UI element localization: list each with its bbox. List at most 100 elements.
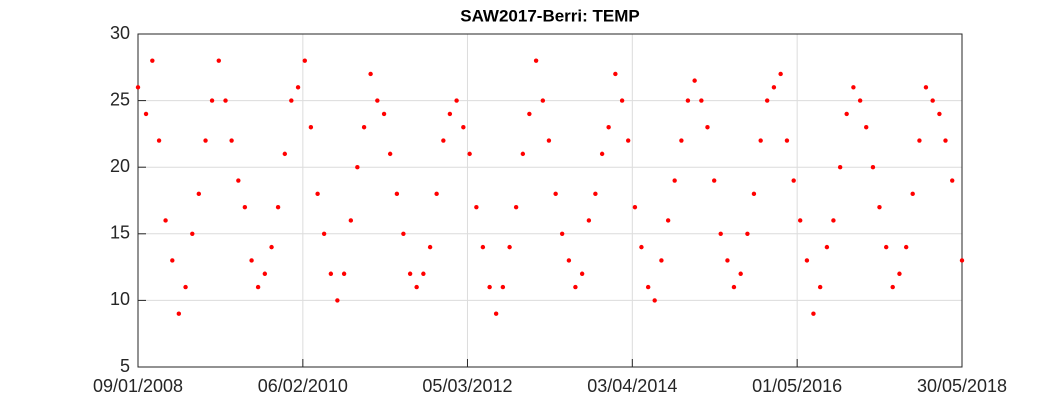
- data-point: [705, 125, 710, 130]
- data-point: [625, 138, 631, 143]
- data-point: [236, 178, 241, 183]
- x-tick-label: 05/03/2012: [422, 376, 512, 396]
- data-point: [877, 204, 882, 210]
- x-tick-label: 09/01/2008: [93, 376, 183, 396]
- data-point: [652, 298, 657, 303]
- data-point: [487, 284, 492, 290]
- data-point: [275, 204, 281, 210]
- y-tick-label: 10: [110, 289, 130, 309]
- data-point: [262, 271, 268, 276]
- data-point: [255, 284, 261, 290]
- data-point: [407, 271, 413, 276]
- data-point: [341, 271, 347, 276]
- data-point: [593, 191, 598, 197]
- data-point: [599, 151, 605, 157]
- data-point: [315, 191, 320, 197]
- x-tick-label: 30/05/2018: [917, 376, 1007, 396]
- data-point: [348, 218, 354, 223]
- data-point: [355, 165, 360, 170]
- data-point: [890, 284, 895, 290]
- data-point: [427, 244, 433, 250]
- data-point: [434, 191, 439, 197]
- data-point: [295, 85, 301, 90]
- data-point: [361, 125, 367, 130]
- data-point: [639, 244, 644, 250]
- y-tick-label: 25: [110, 89, 130, 109]
- data-point: [441, 138, 446, 143]
- data-point: [923, 85, 929, 90]
- data-point: [718, 231, 723, 236]
- data-point: [685, 98, 691, 103]
- data-point: [302, 58, 307, 63]
- data-point: [837, 165, 843, 170]
- data-point: [203, 138, 208, 143]
- y-tick-label: 15: [110, 223, 130, 243]
- data-point: [540, 98, 546, 103]
- data-point: [811, 311, 816, 316]
- data-point: [559, 231, 565, 236]
- data-point: [394, 191, 400, 197]
- data-point: [474, 204, 479, 210]
- data-point: [566, 258, 572, 263]
- data-point: [533, 58, 539, 63]
- data-point: [553, 191, 558, 197]
- data-point: [467, 151, 472, 157]
- y-tick-label: 30: [110, 23, 130, 43]
- data-point: [857, 98, 863, 103]
- data-point: [745, 231, 750, 236]
- data-point: [797, 218, 803, 223]
- y-tick-label: 20: [110, 156, 130, 176]
- data-point: [937, 111, 942, 117]
- data-point: [196, 191, 202, 197]
- data-point: [480, 244, 486, 250]
- data-point: [897, 271, 902, 276]
- data-point: [500, 284, 506, 290]
- data-point: [421, 271, 426, 276]
- data-point: [910, 191, 915, 197]
- chart-title: SAW2017-Berri: TEMP: [460, 6, 640, 25]
- data-point: [903, 244, 909, 250]
- data-point: [223, 98, 228, 103]
- data-point: [150, 58, 155, 63]
- data-point: [546, 138, 552, 143]
- data-point: [573, 284, 578, 290]
- data-point: [959, 258, 965, 263]
- data-point: [176, 311, 182, 316]
- data-point: [738, 271, 743, 276]
- plot-area: [138, 34, 962, 367]
- data-point: [414, 284, 419, 290]
- data-point: [579, 271, 585, 276]
- data-point: [335, 298, 340, 303]
- data-point: [493, 311, 499, 316]
- data-point: [242, 204, 248, 210]
- data-point: [870, 165, 876, 170]
- data-point: [507, 244, 512, 250]
- data-point: [216, 58, 221, 63]
- data-point: [864, 125, 869, 130]
- data-point: [401, 231, 406, 236]
- data-point: [950, 178, 955, 183]
- data-point: [725, 258, 730, 263]
- data-point: [771, 85, 777, 90]
- data-point: [613, 71, 618, 77]
- data-point: [692, 78, 697, 83]
- data-point: [824, 244, 830, 250]
- data-point: [804, 258, 810, 263]
- x-tick-label: 06/02/2010: [258, 376, 348, 396]
- data-point: [269, 244, 274, 250]
- data-point: [143, 111, 149, 117]
- data-point: [321, 231, 327, 236]
- data-point: [328, 271, 334, 276]
- data-point: [387, 151, 393, 157]
- data-point: [672, 178, 677, 183]
- x-tick-label: 01/05/2016: [752, 376, 842, 396]
- data-point: [156, 138, 162, 143]
- data-point: [586, 218, 592, 223]
- data-point: [930, 98, 935, 103]
- y-tick-label: 5: [120, 356, 130, 376]
- data-point: [308, 125, 314, 130]
- data-point: [375, 98, 380, 103]
- data-point: [282, 151, 288, 157]
- data-point: [751, 191, 757, 197]
